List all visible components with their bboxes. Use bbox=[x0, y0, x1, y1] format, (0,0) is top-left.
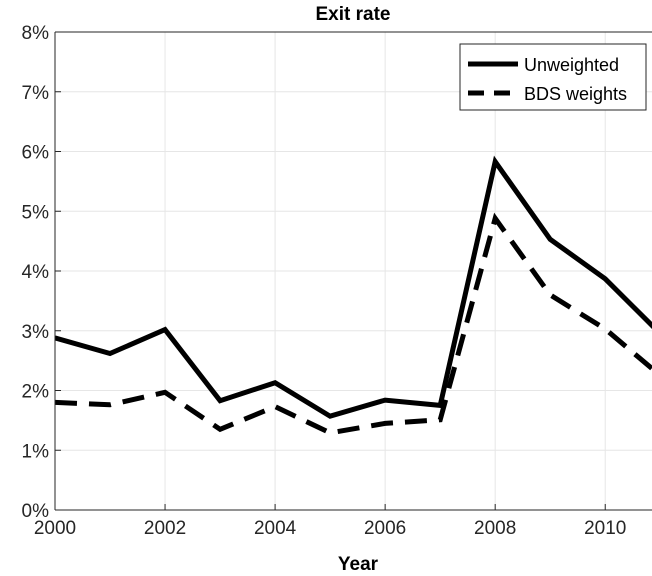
legend-box bbox=[459, 43, 647, 111]
series-line-bds-weights bbox=[55, 212, 652, 436]
x-tick-label: 2006 bbox=[364, 518, 406, 539]
tick-labels: 0% 1% 2% 3% 4% 5% 6% 7% 8% 2000 2002 2004 2006 2008 20… bbox=[22, 23, 627, 539]
y-tick-label: 3% bbox=[22, 322, 50, 343]
grid-lines bbox=[54, 31, 652, 511]
y-tick-label: 2% bbox=[22, 382, 50, 403]
x-axis-label: Year bbox=[338, 554, 379, 575]
y-tick-label: 1% bbox=[22, 441, 50, 462]
y-tick-label: 5% bbox=[22, 202, 50, 223]
x-tick-label: 2008 bbox=[474, 518, 516, 539]
legend-label-bds-weights: BDS weights bbox=[524, 84, 627, 104]
series-lines bbox=[55, 155, 652, 436]
axes bbox=[54, 31, 652, 511]
y-tick-label: 7% bbox=[22, 83, 50, 104]
chart-title: Exit rate bbox=[316, 4, 391, 25]
legend-label-unweighted: Unweighted bbox=[524, 55, 619, 75]
y-tick-label: 6% bbox=[22, 143, 50, 164]
x-tick-label: 2010 bbox=[584, 518, 626, 539]
y-tick-label: 4% bbox=[22, 262, 50, 283]
x-tick-label: 2002 bbox=[144, 518, 186, 539]
y-tick-label: 0% bbox=[22, 501, 50, 522]
legend: Unweighted BDS weights bbox=[459, 43, 647, 111]
series-line-unweighted bbox=[55, 155, 652, 419]
y-tick-label: 8% bbox=[22, 23, 50, 44]
x-tick-label: 2004 bbox=[254, 518, 297, 539]
x-tick-label: 2000 bbox=[34, 518, 76, 539]
